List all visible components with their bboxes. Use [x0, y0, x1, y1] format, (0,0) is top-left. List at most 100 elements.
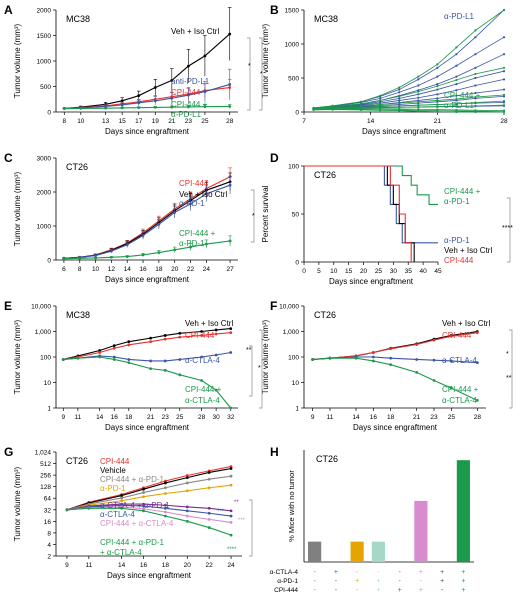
- panel-b-data-point: [455, 75, 458, 78]
- panel-c-x-axis-label: Days since engraftment: [105, 275, 190, 284]
- panel-g-significance-marker: **: [234, 500, 239, 506]
- panel-a-x-tick-label: 21: [168, 118, 176, 125]
- panel-a-y-tick-label: 1500: [37, 33, 52, 40]
- panel-h-bar: [308, 541, 322, 562]
- panel-b-data-point: [474, 110, 477, 114]
- panel-a-x-tick-label: 25: [201, 118, 209, 125]
- panel-letter-h: H: [270, 445, 279, 459]
- panel-d-title: CT26: [314, 170, 336, 180]
- panel-b-data-point: [474, 104, 477, 107]
- panel-c-data-point: [157, 251, 161, 254]
- panel-g-significance-marker: ***: [217, 509, 225, 515]
- panel-c-x-tick-label: 18: [155, 266, 163, 273]
- panel-g-data-point: [142, 495, 145, 499]
- panel-g-x-tick-label: 22: [206, 562, 214, 569]
- panel-g-y-tick-label: 32: [44, 507, 52, 514]
- panel-a-y-tick-label: 0: [47, 110, 51, 117]
- panel-b-series-line: [313, 9, 505, 109]
- panel-b-data-point: [474, 66, 477, 69]
- panel-f-x-axis-label: Days since engraftment: [353, 423, 438, 432]
- panel-c-x-tick-label: 27: [226, 266, 234, 273]
- panel-b-data-point: [436, 83, 439, 86]
- panel-e-x-tick-label: 18: [125, 414, 133, 421]
- panel-a-data-point: [120, 99, 124, 103]
- panel-f-x-tick-label: 9: [311, 414, 315, 421]
- panel-e-data-point: [112, 355, 116, 359]
- panel-h-table-sign: +: [419, 587, 423, 594]
- panel-c-x-tick-label: 12: [108, 266, 116, 273]
- panel-b-data-point: [474, 36, 477, 39]
- panel-f-legend-item: Veh + Iso Ctrl: [442, 319, 490, 328]
- panel-g-x-tick-label: 16: [140, 562, 148, 569]
- panel-h-table-sign: +: [419, 569, 423, 576]
- panel-g-y-tick-label: 512: [40, 461, 51, 468]
- panel-b-data-point: [455, 83, 458, 86]
- panel-b-y-tick-label: 0: [295, 110, 299, 117]
- panel-e-data-point: [163, 337, 167, 341]
- panel-g-data-point: [185, 489, 189, 493]
- panel-e-data-point: [149, 359, 153, 363]
- panel-b-data-point: [417, 90, 420, 93]
- panel-c-x-tick-label: 22: [187, 266, 195, 273]
- panel-g-data-point: [229, 465, 233, 468]
- panel-a-x-tick-label: 19: [152, 118, 160, 125]
- panel-b-series-line: [313, 53, 505, 109]
- panel-a-legend-item: CPI-444 +: [171, 100, 208, 109]
- panel-a-series-line: [64, 83, 230, 109]
- panel-b-x-tick-label: 21: [434, 118, 442, 125]
- panel-c-data-point: [94, 254, 97, 257]
- panel-b-data-point: [474, 53, 477, 56]
- panel-f-legend-item: α-CTLA-4: [442, 396, 477, 405]
- panel-e-x-tick-label: 23: [162, 414, 170, 421]
- panel-letter-e: E: [4, 299, 12, 313]
- panel-g-data-point: [185, 519, 189, 523]
- panel-b-data-point: [502, 8, 506, 12]
- panel-g-legend-item: CPI-444 + α-CTLA-4: [100, 519, 174, 528]
- panel-e-data-point: [200, 334, 204, 337]
- panel-b-y-axis-label: Tumor volume (mm³): [261, 23, 270, 98]
- panel-g-legend-item: α-PD-1: [100, 484, 126, 493]
- panel-b-series-line: [313, 95, 505, 110]
- panel-b-data-point: [436, 97, 439, 100]
- panel-d-y-tick-label: 0: [295, 260, 299, 267]
- panel-e-significance-bracket: [259, 329, 263, 409]
- panel-g-series-line: [66, 503, 232, 512]
- panel-f-y-axis-label: Tumor volume (mm³): [261, 319, 270, 394]
- panel-b-data-point: [379, 109, 382, 112]
- panel-e-data-point: [200, 355, 204, 359]
- panel-f-x-tick-label: 28: [474, 414, 482, 421]
- panel-d-legend-item: CPI-444: [444, 256, 474, 265]
- panel-a-x-tick-label: 8: [62, 118, 66, 125]
- panel-e-data-point: [178, 335, 182, 339]
- panel-a-y-tick-label: 1000: [37, 59, 52, 66]
- panel-g-legend-item: α-CTLA-4 + α-PD-1: [100, 501, 170, 510]
- panel-g-series-line: [66, 506, 232, 523]
- panel-e-x-tick-label: 16: [111, 414, 119, 421]
- panel-e-data-point: [98, 355, 102, 359]
- panel-g-y-axis-label: Tumor volume (mm³): [13, 466, 22, 541]
- panel-d-y-tick-label: 100: [288, 164, 299, 171]
- panel-c-x-tick-label: 14: [124, 266, 132, 273]
- panel-f-legend-item: α-CTLA-4: [442, 356, 477, 365]
- panel-a-data-point: [104, 106, 108, 110]
- panel-g-data-point: [142, 507, 145, 511]
- panel-f-legend-item: CPI-444 +: [442, 385, 479, 394]
- panel-b-data-point: [455, 94, 458, 97]
- panel-a-x-axis-label: Days since engraftment: [105, 127, 190, 136]
- panel-d-significance-bracket: [507, 197, 511, 263]
- panel-g-data-point: [185, 481, 189, 485]
- panel-b-series-line: [313, 108, 505, 113]
- panel-e-legend-item: CPI-444 +: [185, 385, 222, 394]
- panel-b-data-point: [398, 95, 401, 98]
- panel-b-data-point: [398, 88, 401, 91]
- panel-b-data-point: [455, 53, 458, 56]
- panel-b-x-axis-label: Days since engraftment: [362, 127, 447, 136]
- panel-h-table-sign: -: [335, 578, 338, 585]
- panel-b-legend-item: CPI-444 +: [444, 91, 481, 100]
- panel-b-data-point: [455, 97, 458, 101]
- panel-a-data-point: [120, 106, 124, 110]
- panel-c-x-tick-label: 6: [62, 266, 66, 273]
- panel-h-bar: [456, 460, 470, 562]
- panel-a-data-point: [153, 86, 157, 89]
- panel-d-x-tick-label: 0: [302, 268, 306, 275]
